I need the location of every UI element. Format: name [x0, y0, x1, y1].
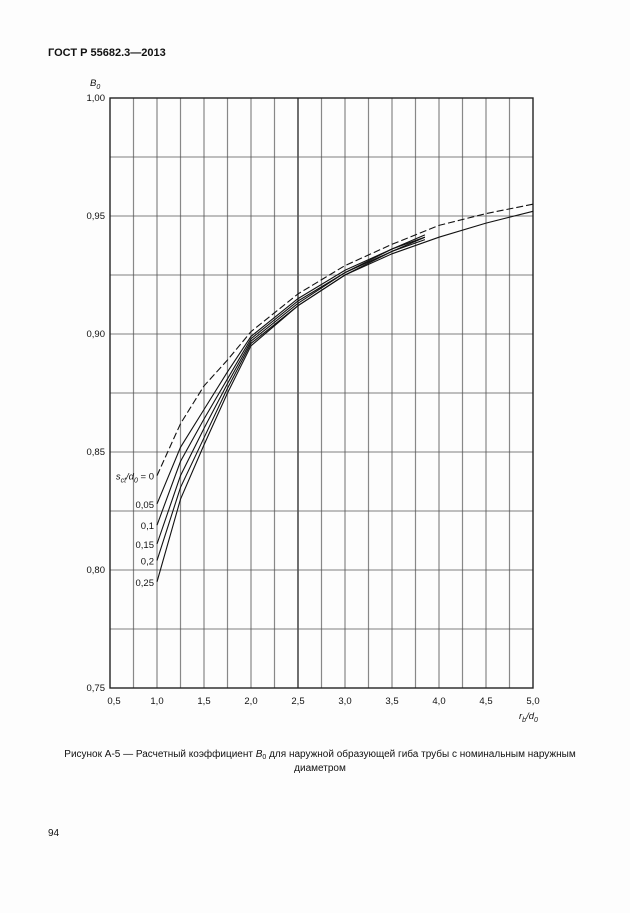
series-label: 0,05 — [136, 500, 155, 511]
series-line-0-1 — [156, 236, 426, 526]
caption-symbol-sub: 0 — [262, 754, 267, 761]
x-tick-label: 0,5 — [107, 696, 120, 707]
series-line-0-25 — [156, 210, 534, 582]
plot-frame — [109, 97, 534, 689]
series-label: 0,15 — [136, 540, 155, 551]
series-label: 0,2 — [141, 557, 154, 568]
series-label: 0,1 — [141, 521, 154, 532]
x-label-mid: /d — [525, 711, 535, 722]
x-tick-label: 3,0 — [338, 696, 351, 707]
series-label: 0,25 — [136, 578, 155, 589]
x-tick-label: 3,5 — [385, 696, 398, 707]
label-mid: /d — [125, 472, 135, 483]
caption-suffix: для наружной образующей гиба трубы с ном… — [266, 749, 576, 774]
x-tick-label: 2,0 — [244, 696, 257, 707]
x-tick-label: 1,5 — [197, 696, 210, 707]
standard-header: ГОСТ Р 55682.3—2013 — [48, 47, 166, 59]
label-value: 0,25 — [136, 578, 155, 589]
x-tick-label: 2,5 — [291, 696, 304, 707]
x-tick-label: 5,0 — [526, 696, 539, 707]
label-value: 0,05 — [136, 500, 155, 511]
y-tick-label: 0,80 — [87, 565, 106, 576]
y-tick-label: 0,85 — [87, 447, 106, 458]
label-value: 0,15 — [136, 540, 155, 551]
x-tick-label: 1,0 — [150, 696, 163, 707]
label-sub: ct — [121, 478, 128, 485]
y-tick-label: 0,75 — [87, 683, 106, 694]
x-label-main: r — [519, 711, 523, 722]
series-line-0 — [156, 203, 534, 476]
label-value: 0 — [149, 472, 154, 483]
figure-caption: Рисунок А-5 — Расчетный коэффициент B0 д… — [60, 748, 580, 776]
x-label-sub: b — [522, 717, 526, 724]
page-number: 94 — [48, 828, 60, 839]
y-tick-label: 0,95 — [87, 211, 106, 222]
y-label-main: B — [90, 78, 97, 89]
caption-prefix: Рисунок А-5 — Расчетный коэффициент — [64, 749, 256, 760]
label-sub: 0 — [134, 478, 138, 485]
x-label-sub: 0 — [534, 717, 538, 724]
series-line-0-2 — [156, 239, 426, 561]
x-tick-label: 4,0 — [432, 696, 445, 707]
label-value: 0,1 — [141, 521, 154, 532]
label-s: s — [116, 472, 121, 483]
caption-symbol: B — [255, 749, 263, 760]
label-eq: = — [138, 472, 149, 483]
x-tick-label: 4,5 — [479, 696, 492, 707]
label-value: 0,2 — [141, 557, 154, 568]
y-tick-label: 0,90 — [87, 329, 106, 340]
series-label: sct/d0 = 0 — [116, 472, 154, 485]
series-line-0-05 — [156, 234, 426, 505]
y-axis-label: B0 — [90, 78, 100, 91]
x-axis-label: rb/d0 — [519, 711, 538, 724]
series-line-0-15 — [156, 236, 426, 545]
y-tick-label: 1,00 — [87, 93, 106, 104]
y-label-sub: 0 — [96, 84, 100, 91]
